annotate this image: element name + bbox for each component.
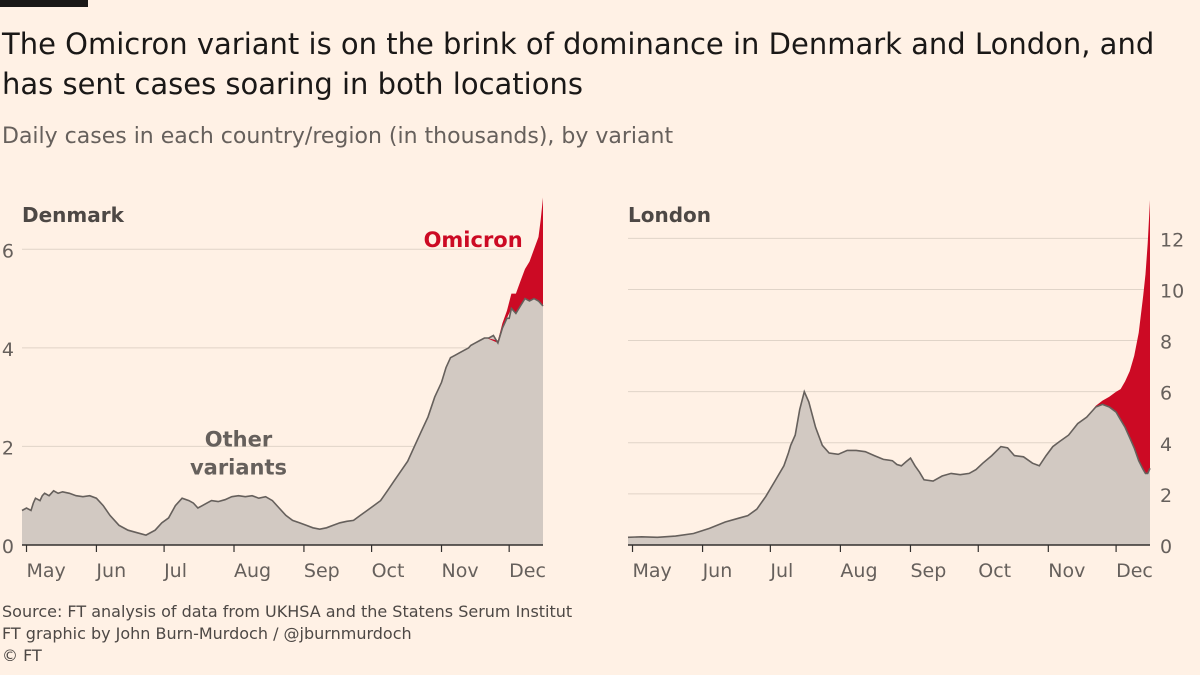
y-tick-label: 2 bbox=[2, 437, 14, 459]
x-tick-label: Jul bbox=[163, 560, 187, 582]
x-tick-label: Jun bbox=[702, 560, 733, 582]
y-tick-label: 4 bbox=[1160, 434, 1172, 456]
other-variants-area bbox=[628, 391, 1150, 545]
x-tick-label: Sep bbox=[304, 560, 340, 582]
omicron-label: Omicron bbox=[424, 228, 523, 252]
x-tick-label: May bbox=[633, 560, 672, 582]
x-tick-label: Aug bbox=[234, 560, 271, 582]
ft-top-bar bbox=[0, 0, 88, 7]
y-tick-label: 0 bbox=[2, 536, 14, 558]
other-variants-line bbox=[21, 297, 544, 536]
y-tick-label: 2 bbox=[1160, 485, 1172, 507]
other-variants-label: Other bbox=[205, 427, 273, 451]
chart-canvas: Denmark 0 2 4 6 May Jun Jul Aug Sep Oct Nov Dec Other… bbox=[2, 197, 1184, 582]
y-tick-label: 6 bbox=[2, 240, 14, 262]
y-tick-label: 4 bbox=[2, 339, 14, 361]
y-tick-label: 12 bbox=[1160, 229, 1184, 251]
x-tick-label: Jul bbox=[769, 560, 793, 582]
x-tick-label: Nov bbox=[1048, 560, 1085, 582]
chart-subtitle: Daily cases in each country/region (in t… bbox=[2, 124, 674, 149]
x-tick-label: Sep bbox=[910, 560, 946, 582]
x-tick-label: Dec bbox=[1116, 560, 1153, 582]
x-tick-label: Aug bbox=[840, 560, 877, 582]
panel-title: London bbox=[628, 203, 711, 227]
panel-denmark: Denmark 0 2 4 6 May Jun Jul Aug Sep Oct Nov Dec Other… bbox=[2, 197, 546, 582]
chart-title: The Omicron variant is on the brink of d… bbox=[2, 27, 1155, 101]
panel-title: Denmark bbox=[22, 203, 125, 227]
x-tick-label: Dec bbox=[509, 560, 546, 582]
footer: Source: FT analysis of data from UKHSA a… bbox=[2, 601, 572, 667]
x-tick-label: Jun bbox=[95, 560, 126, 582]
graphic-credit: FT graphic by John Burn-Murdoch / @jburn… bbox=[2, 624, 412, 643]
x-tick-label: Nov bbox=[442, 560, 479, 582]
x-tick-label: Oct bbox=[372, 560, 405, 582]
omicron-area bbox=[486, 197, 543, 343]
other-variants-line bbox=[627, 389, 1151, 539]
x-tick-label: May bbox=[27, 560, 66, 582]
y-tick-label: 8 bbox=[1160, 332, 1172, 354]
y-tick-label: 6 bbox=[1160, 383, 1172, 405]
panel-london: London 0 2 4 6 8 10 12 May Jun Jul Aug Sep Oct Nov Dec bbox=[627, 200, 1184, 582]
other-variants-area bbox=[22, 298, 543, 545]
y-tick-label: 0 bbox=[1160, 536, 1172, 558]
source-note: Source: FT analysis of data from UKHSA a… bbox=[2, 602, 573, 621]
y-tick-label: 10 bbox=[1160, 280, 1184, 302]
omicron-area bbox=[1086, 200, 1150, 474]
copyright: © FT bbox=[2, 646, 42, 665]
other-variants-label: variants bbox=[190, 455, 287, 479]
x-tick-label: Oct bbox=[978, 560, 1011, 582]
